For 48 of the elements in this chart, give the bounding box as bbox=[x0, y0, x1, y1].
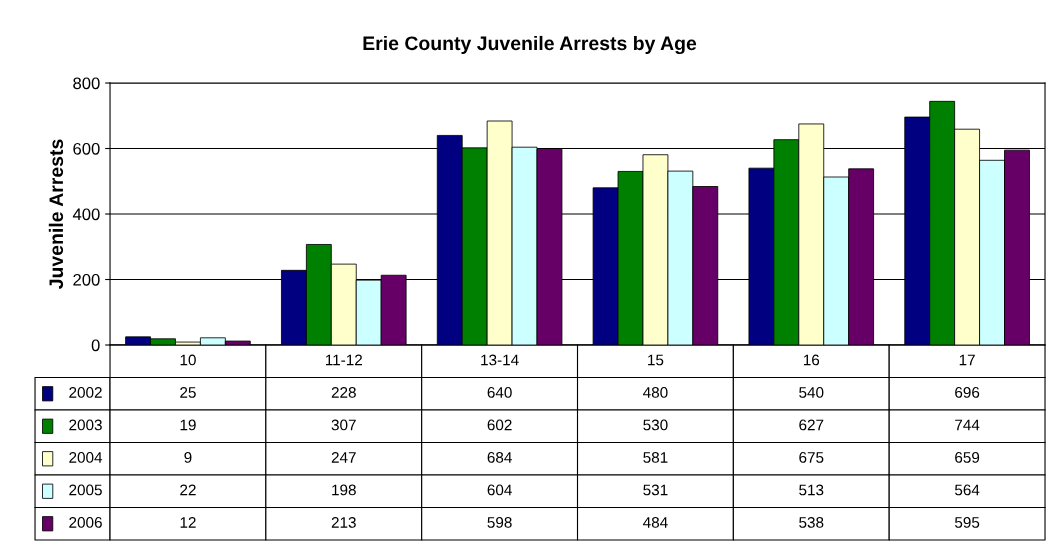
data-label: 247 bbox=[331, 452, 356, 463]
data-label: 22 bbox=[180, 484, 196, 496]
data-label: 659 bbox=[955, 452, 980, 463]
data-label: 538 bbox=[799, 517, 824, 528]
data-label: 602 bbox=[487, 419, 512, 431]
data-label: 19 bbox=[180, 419, 196, 431]
data-label: 640 bbox=[487, 387, 512, 398]
legend-label: 2003 bbox=[69, 419, 102, 431]
legend-label: 2002 bbox=[69, 387, 102, 398]
y-tick-label: 200 bbox=[73, 273, 100, 286]
data-label: 25 bbox=[180, 387, 196, 398]
data-label: 198 bbox=[332, 484, 356, 496]
x-tick-label: 16 bbox=[803, 354, 820, 366]
x-tick-label: 10 bbox=[180, 354, 196, 366]
y-tick-label: 0 bbox=[91, 339, 100, 352]
legend-label: 2006 bbox=[69, 517, 102, 528]
legend-label: 2004 bbox=[69, 452, 103, 463]
data-label: 627 bbox=[799, 419, 824, 431]
chart-title: Erie County Juvenile Arrests by Age bbox=[363, 35, 697, 55]
data-label: 540 bbox=[799, 387, 824, 398]
data-label: 9 bbox=[184, 452, 192, 463]
y-tick-label: 600 bbox=[73, 142, 100, 155]
data-label: 531 bbox=[643, 484, 668, 496]
data-label: 744 bbox=[955, 419, 980, 431]
y-tick-label: 400 bbox=[72, 208, 100, 221]
data-label: 530 bbox=[643, 419, 668, 431]
data-label: 12 bbox=[180, 517, 196, 528]
data-label: 307 bbox=[331, 419, 356, 431]
x-tick-label: 13-14 bbox=[481, 354, 519, 366]
x-tick-label: 15 bbox=[648, 354, 664, 366]
y-tick-label: 800 bbox=[73, 77, 100, 90]
y-axis-title: Juvenile Arrests bbox=[48, 139, 64, 289]
data-label: 213 bbox=[331, 517, 356, 528]
data-label: 604 bbox=[487, 484, 512, 496]
data-label: 595 bbox=[954, 517, 980, 528]
data-label: 696 bbox=[955, 387, 980, 398]
data-label: 484 bbox=[643, 517, 668, 528]
data-label: 480 bbox=[643, 387, 668, 398]
legend-label: 2005 bbox=[69, 484, 102, 496]
data-label: 684 bbox=[487, 452, 512, 463]
data-label: 228 bbox=[331, 387, 356, 398]
x-tick-label: 17 bbox=[959, 354, 975, 366]
data-label: 675 bbox=[799, 452, 824, 463]
x-tick-label: 11-12 bbox=[325, 354, 362, 366]
data-label: 513 bbox=[799, 484, 824, 496]
data-label: 581 bbox=[643, 452, 668, 463]
data-label: 598 bbox=[487, 517, 512, 528]
data-label: 564 bbox=[954, 484, 980, 496]
